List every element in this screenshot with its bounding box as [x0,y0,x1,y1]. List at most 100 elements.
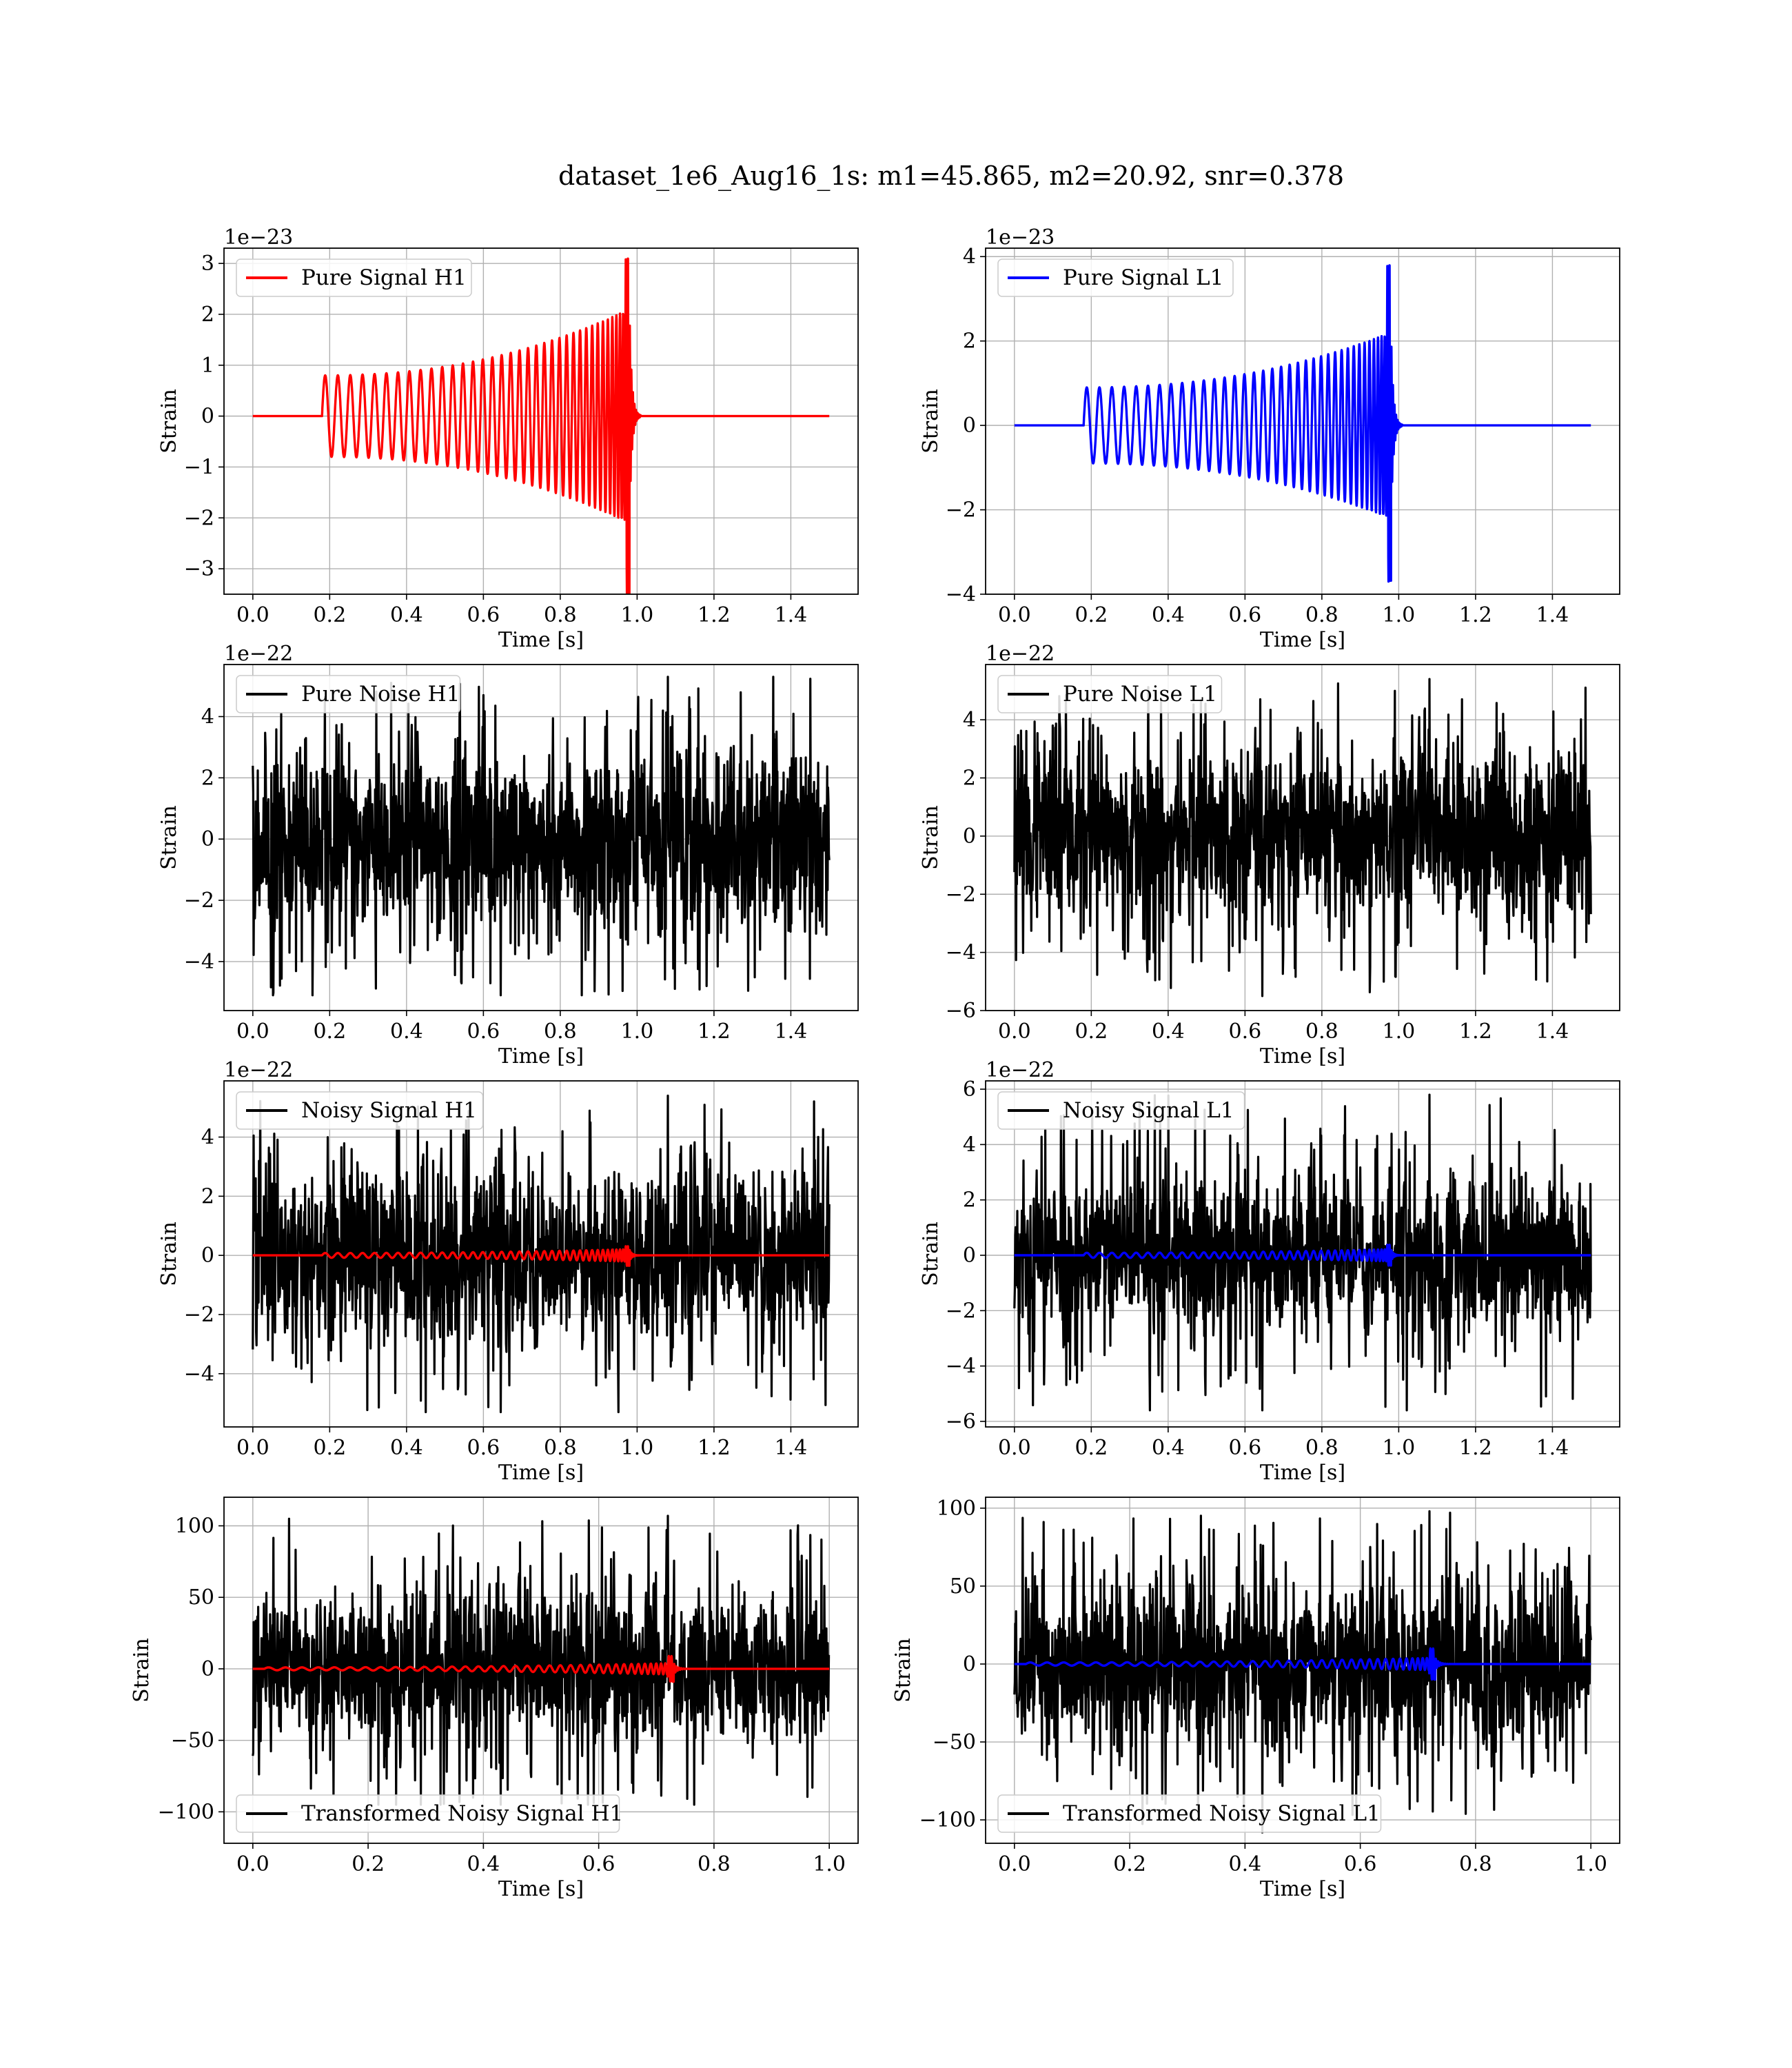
x-tick-label: 1.0 [813,1852,846,1876]
y-tick-label: 1 [201,354,214,378]
x-tick-label: 0.8 [1305,1020,1338,1044]
x-tick-label: 1.4 [775,1020,808,1044]
y-tick-label: 2 [201,766,214,790]
chirp-series-line [252,1654,831,1683]
x-tick-label: 0.0 [236,1020,269,1044]
x-tick-label: 0.2 [1075,603,1108,627]
x-tick-label: 0.2 [1075,1436,1108,1460]
legend-box [236,675,461,713]
x-tick-label: 1.0 [621,603,654,627]
x-tick-label: 0.4 [390,603,423,627]
y-tick-label: 2 [963,1188,976,1213]
legend-box [997,1091,1245,1130]
y-tick-label: −100 [919,1808,976,1832]
chirp-series-line [252,1245,831,1267]
chart-pure-noise-h1: 0.0 0.2 0.4 0.6 0.8 1.0 1.2 1.4 −4 −2 0 2 4 Time [s] S… [157,642,859,1068]
series-group [1013,264,1592,583]
chart-noisy-signal-h1: 0.0 0.2 0.4 0.6 0.8 1.0 1.2 1.4 −4 −2 0 2 4 Time [s] S… [157,1058,859,1485]
legend: Pure Noise H1 [236,675,461,713]
x-tick-label: 0.8 [1459,1852,1492,1876]
x-tick-label: 0.0 [236,1852,269,1876]
x-axis-label: Time [s] [1260,1461,1345,1485]
x-tick-label: 0.6 [467,603,500,627]
x-tick-label: 0.0 [998,1436,1031,1460]
y-tick-label: 4 [963,1133,976,1157]
x-tick-label: 1.2 [698,1436,731,1460]
x-tick-label: 1.2 [1459,1020,1492,1044]
x-tick-label: 1.4 [775,603,808,627]
x-tick-label: 1.0 [1574,1852,1607,1876]
y-tick-label: 2 [201,1184,214,1208]
x-tick-label: 0.0 [236,1436,269,1460]
y-tick-label: 50 [950,1574,976,1599]
x-tick-label: 0.6 [1229,1020,1262,1044]
x-tick-label: 0.6 [467,1436,500,1460]
chirp-series-line [1013,264,1592,583]
noise-series-line [1013,678,1592,997]
chart-pure-signal-h1: 0.0 0.2 0.4 0.6 0.8 1.0 1.2 1.4 −3 −2 −1 0 1 2 3 Time [… [157,225,859,652]
plot-frame [985,1497,1620,1844]
x-tick-label: 0.8 [544,1020,577,1044]
x-tick-label: 1.0 [1383,1020,1416,1044]
x-tick-label: 0.2 [1075,1020,1108,1044]
y-axis-label: Strain [157,805,181,870]
y-tick-label: 0 [201,827,214,851]
legend-box [997,675,1223,713]
legend-box [997,1794,1382,1833]
offset-label: 1e−23 [224,225,293,250]
plot-frame [223,664,859,1011]
series-group [252,1094,831,1414]
y-tick-label: 4 [963,245,976,269]
legend: Transformed Noisy Signal L1 [997,1794,1382,1833]
legend-box [997,258,1234,297]
x-axis-label: Time [s] [498,628,584,652]
x-tick-label: 1.4 [1536,1436,1569,1460]
x-tick-label: 0.2 [313,1020,346,1044]
x-tick-label: 0.8 [544,1436,577,1460]
y-tick-label: 0 [201,1244,214,1268]
y-axis-label: Strain [157,1221,181,1286]
x-tick-label: 0.0 [998,1020,1031,1044]
x-tick-label: 0.0 [998,603,1031,627]
offset-label: 1e−22 [224,1058,293,1082]
plot-frame [223,1497,859,1844]
x-tick-label: 1.4 [1536,603,1569,627]
y-tick-label: 2 [963,330,976,354]
y-tick-label: 6 [963,1077,976,1102]
legend-label: Transformed Noisy Signal H1 [301,1801,623,1826]
y-tick-label: 0 [963,414,976,438]
y-tick-label: 50 [188,1585,214,1610]
y-tick-label: −2 [946,498,976,523]
x-tick-label: 0.6 [1229,1436,1262,1460]
y-axis-label: Strain [919,389,943,454]
x-tick-label: 0.2 [313,1436,346,1460]
series-group [252,1514,831,1806]
offset-label: 1e−23 [986,225,1055,250]
series-group [252,257,831,594]
x-tick-label: 0.2 [1113,1852,1146,1876]
legend-label: Noisy Signal H1 [301,1098,477,1123]
x-tick-label: 1.2 [1459,603,1492,627]
chart-pure-signal-l1: 0.0 0.2 0.4 0.6 0.8 1.0 1.2 1.4 −4 −2 0 2 4 Time [s] S… [919,225,1620,652]
x-tick-label: 0.4 [1152,1436,1185,1460]
plot-frame [985,247,1620,595]
y-tick-label: 100 [937,1497,976,1521]
figure-title: dataset_1e6_Aug16_1s: m1=45.865, m2=20.9… [558,161,1344,192]
y-tick-label: −4 [946,582,976,607]
y-tick-label: −1 [184,455,214,479]
y-tick-label: 0 [963,1652,976,1676]
chart-pure-noise-l1: 0.0 0.2 0.4 0.6 0.8 1.0 1.2 1.4 −6 −4 −2 0 2 4 Time [s… [919,642,1620,1068]
chart-transformed-noisy-signal-h1: 0.0 0.2 0.4 0.6 0.8 1.0 −100 −50 0 50 100 Time [s] S… [130,1497,859,1901]
y-tick-label: 4 [963,708,976,732]
panels: 0.0 0.2 0.4 0.6 0.8 1.0 1.2 1.4 −3 −2 −1 0 1 2 3 Time [… [130,225,1620,1901]
chirp-series-line [1013,1647,1592,1681]
x-tick-label: 0.6 [1344,1852,1377,1876]
x-tick-label: 1.4 [775,1436,808,1460]
x-tick-label: 0.8 [1305,1436,1338,1460]
x-tick-label: 0.6 [582,1852,615,1876]
legend: Pure Noise L1 [997,675,1223,713]
x-tick-label: 0.6 [1229,603,1262,627]
offset-label: 1e−22 [224,642,293,666]
offset-label: 1e−22 [986,642,1055,666]
